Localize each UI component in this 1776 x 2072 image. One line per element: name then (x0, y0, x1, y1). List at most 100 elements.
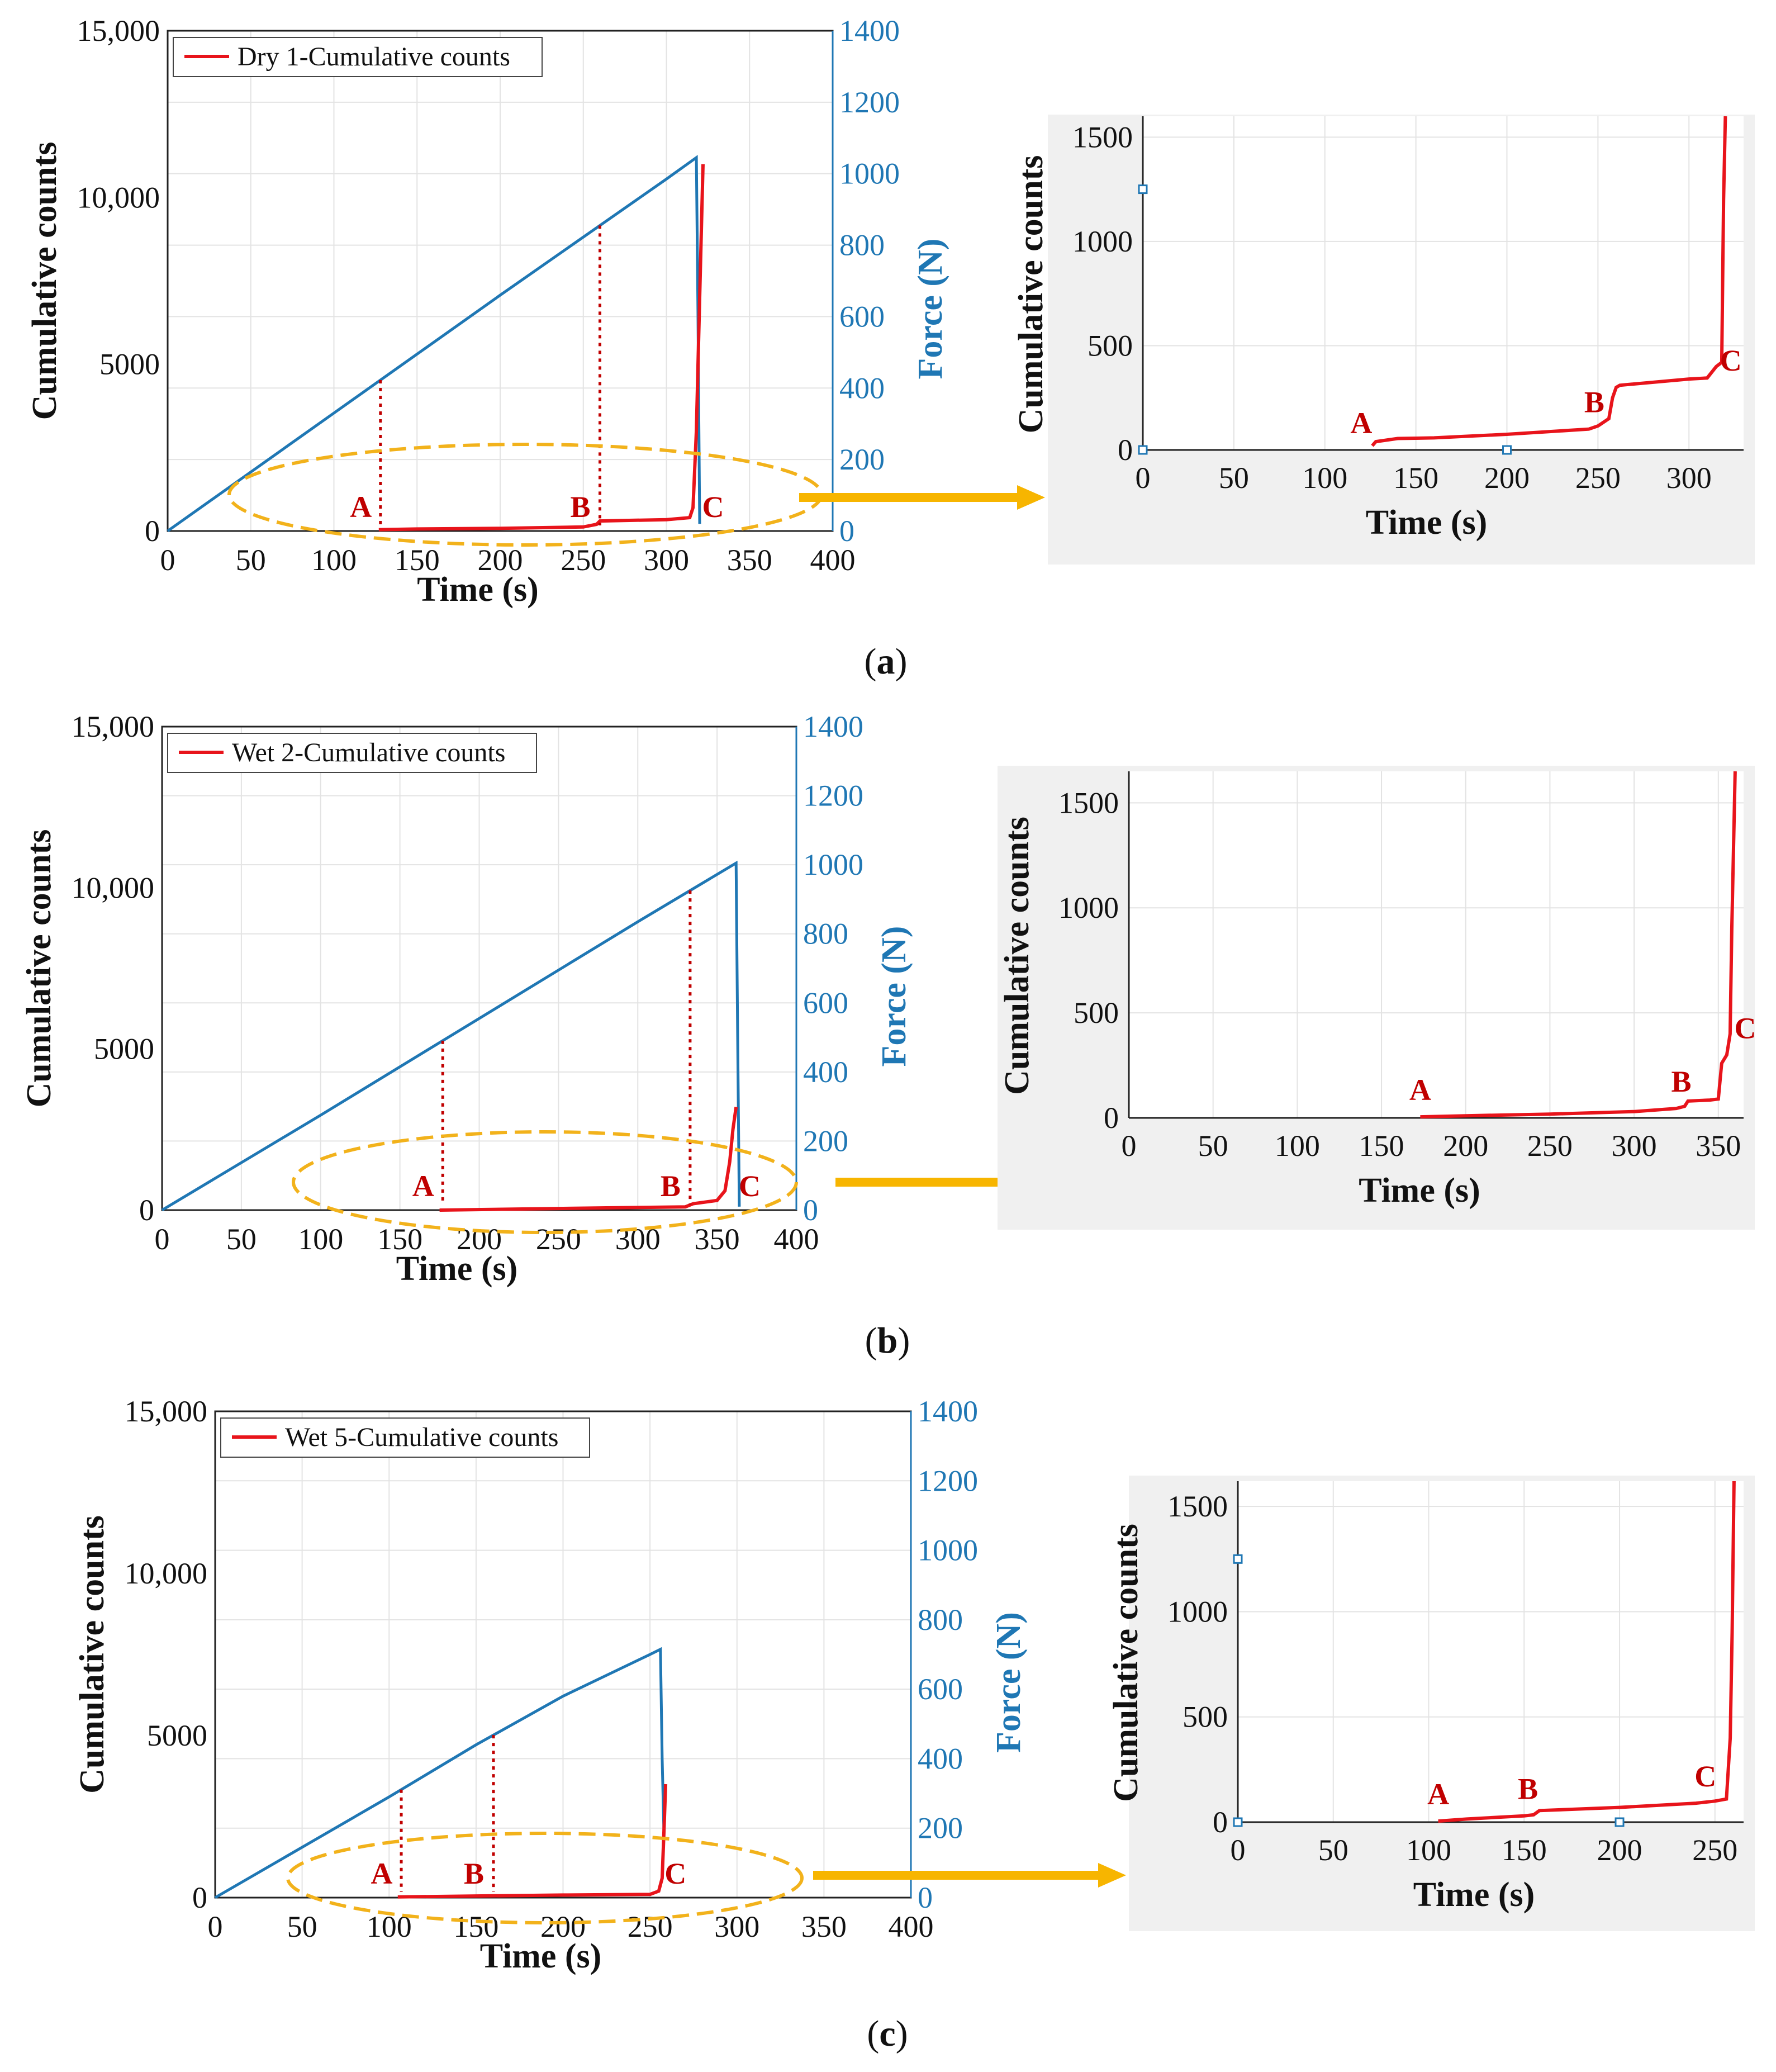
x-tick-label: 250 (628, 1910, 673, 1943)
zoom-counts-series-line (1420, 771, 1737, 1119)
zoom-x-tick-label: 250 (1575, 461, 1621, 495)
zoom-point-label-A: A (1350, 406, 1372, 440)
cursor-marker-icon (1614, 1817, 1625, 1827)
y-tick-label: 0 (192, 1881, 207, 1914)
zoom-counts-series-line (1371, 116, 1727, 447)
y2-tick-label: 1200 (839, 86, 900, 119)
zoom-y-axis-label: Cumulative counts (1107, 1524, 1145, 1802)
zoom-x-tick-label: 200 (1443, 1129, 1488, 1163)
main-chart: 0 50 100 150 200 250 300 350 4000500010,00015,00… (73, 1395, 1028, 1975)
zoom-y-tick-label: 1000 (1072, 225, 1133, 258)
zoom-x-tick-label: 200 (1484, 461, 1530, 495)
zoom-x-tick-label: 250 (1692, 1833, 1737, 1867)
y-tick-label: 5000 (99, 348, 160, 381)
caption-open: ( (865, 641, 877, 682)
zoom-y-tick-label: 0 (1104, 1101, 1119, 1135)
panel-b: 0 50 100 150 200 250 300 350 4000500010,00015,00… (20, 710, 1756, 1361)
caption-close: ) (896, 2013, 908, 2054)
y2-tick-label: 600 (839, 300, 885, 333)
legend-label: Wet 2-Cumulative counts (232, 738, 505, 767)
y2-tick-label: 400 (803, 1055, 848, 1089)
y2-axis-label: Force (N) (990, 1612, 1028, 1753)
zoom-x-tick-label: 50 (1198, 1129, 1228, 1163)
y2-tick-label: 1000 (918, 1534, 978, 1567)
zoom-x-tick-label: 100 (1302, 461, 1347, 495)
y2-tick-label: 200 (839, 443, 885, 476)
panel-caption: (c) (867, 2013, 908, 2054)
x-tick-label: 250 (561, 543, 606, 577)
zoom-x-tick-label: 0 (1122, 1129, 1137, 1163)
zoom-y-tick-label: 1500 (1072, 120, 1133, 154)
zoom-x-tick-label: 200 (1597, 1833, 1642, 1867)
x-tick-label: 300 (644, 543, 689, 577)
x-tick-label: 400 (810, 543, 856, 577)
x-tick-label: 200 (540, 1910, 586, 1943)
y-tick-label: 10,000 (125, 1557, 208, 1590)
zoom-y-tick-label: 1500 (1167, 1490, 1228, 1523)
y2-axis-label: Force (N) (875, 926, 913, 1067)
y2-tick-label: 800 (839, 229, 885, 262)
y-axis-label: Cumulative counts (73, 1515, 111, 1794)
x-tick-label: 50 (287, 1910, 317, 1943)
zoom-y-tick-label: 0 (1118, 433, 1133, 467)
point-label-C: C (664, 1857, 686, 1890)
legend-box (173, 37, 543, 77)
cursor-marker-icon (1502, 445, 1512, 455)
zoom-plot-area (1238, 1481, 1744, 1822)
zoom-x-tick-label: 0 (1231, 1833, 1246, 1867)
caption-close: ) (895, 641, 908, 682)
force-series-line (167, 155, 701, 533)
legend-label: Dry 1-Cumulative counts (238, 42, 510, 72)
caption-letter: a (877, 641, 895, 682)
x-tick-label: 200 (478, 543, 523, 577)
x-tick-label: 150 (377, 1222, 422, 1256)
cursor-marker-icon (1138, 445, 1148, 455)
x-tick-label: 150 (395, 543, 440, 577)
x-tick-label: 200 (457, 1222, 502, 1256)
point-label-B: B (464, 1857, 484, 1890)
x-tick-label: 0 (208, 1910, 223, 1943)
point-label-B: B (570, 490, 590, 524)
zoom-arrow-head (1017, 485, 1045, 510)
zoom-point-label-A: A (1427, 1777, 1449, 1811)
y2-tick-label: 200 (803, 1124, 848, 1158)
y-tick-label: 0 (139, 1193, 154, 1227)
point-label-C: C (702, 490, 724, 524)
panel-c: 0 50 100 150 200 250 300 350 4000500010,00015,00… (73, 1395, 1755, 2054)
y2-tick-label: 1000 (803, 848, 863, 881)
y2-tick-label: 1400 (918, 1395, 978, 1428)
caption-open: ( (865, 1320, 877, 1361)
x-tick-label: 100 (311, 543, 357, 577)
zoom-x-tick-label: 50 (1318, 1833, 1348, 1867)
x-axis-label: Time (s) (396, 1250, 518, 1288)
legend-label: Wet 5-Cumulative counts (285, 1423, 558, 1452)
zoom-point-label-B: B (1584, 386, 1604, 419)
counts-series-line (439, 1107, 738, 1212)
x-axis-label: Time (s) (480, 1937, 602, 1975)
x-tick-label: 350 (695, 1222, 740, 1256)
x-tick-label: 350 (801, 1910, 847, 1943)
zoom-point-label-C: C (1735, 1011, 1756, 1045)
legend: Wet 2-Cumulative counts (167, 733, 537, 773)
legend-box (220, 1417, 590, 1458)
x-tick-label: 50 (236, 543, 266, 577)
y2-tick-label: 0 (839, 514, 854, 548)
force-series-line (214, 1647, 666, 1899)
caption-open: ( (867, 2013, 879, 2054)
panel-a: 0 50 100 150 200 250 300 350 4000500010,00015,00… (26, 14, 1755, 682)
zoom-x-tick-label: 300 (1666, 461, 1712, 495)
zoom-x-tick-label: 0 (1136, 461, 1151, 495)
y2-tick-label: 0 (803, 1193, 818, 1227)
zoom-x-tick-label: 150 (1502, 1833, 1547, 1867)
point-label-C: C (739, 1169, 761, 1203)
y-axis-label: Cumulative counts (26, 142, 64, 420)
y2-tick-label: 0 (918, 1881, 933, 1914)
legend: Wet 5-Cumulative counts (220, 1417, 590, 1458)
highlight-ellipse (292, 1130, 798, 1234)
zoom-chart: 0 50 100 150 200 250 300 350 0 500 1000 1500 Time (s… (998, 766, 1756, 1230)
zoom-counts-series-line (1438, 1481, 1736, 1823)
caption-letter: b (877, 1320, 898, 1361)
y-tick-label: 5000 (94, 1032, 154, 1066)
x-tick-label: 150 (453, 1910, 498, 1943)
